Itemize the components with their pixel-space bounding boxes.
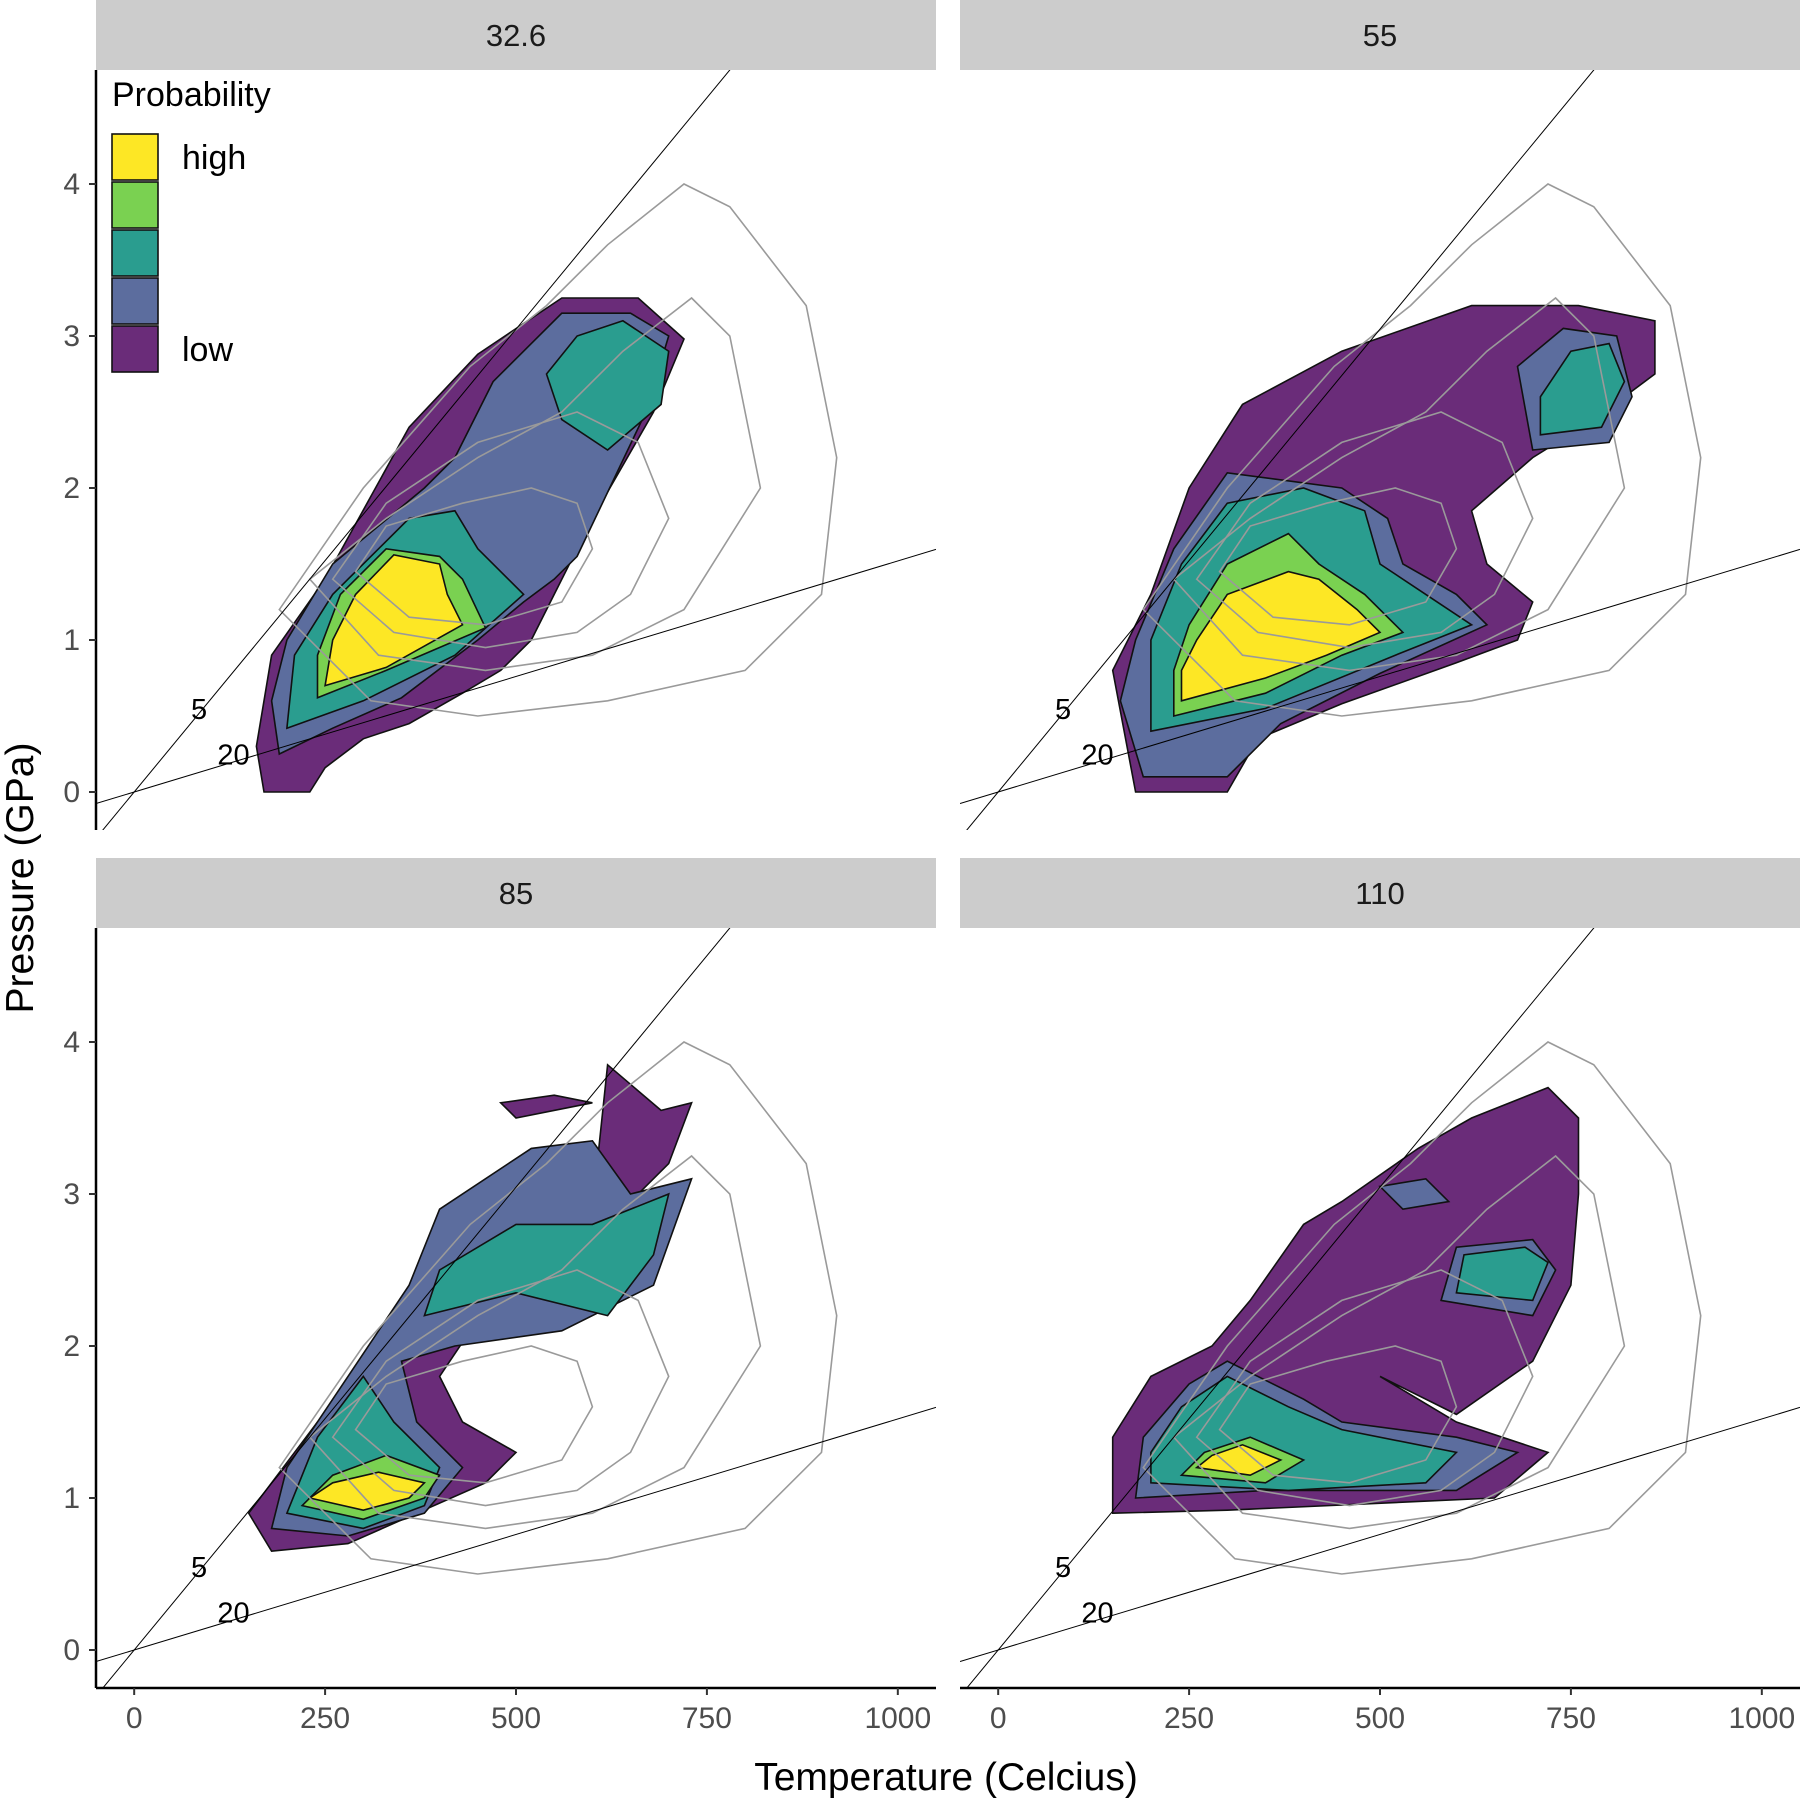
legend-key bbox=[111, 325, 159, 373]
legend-key bbox=[111, 181, 159, 229]
background-contour bbox=[278, 1041, 838, 1575]
x-axis-title: Temperature (Celcius) bbox=[754, 1756, 1138, 1799]
x-tick-label: 0 bbox=[126, 1702, 143, 1735]
background-contour bbox=[1218, 1345, 1458, 1484]
background-contour bbox=[278, 183, 838, 717]
legend-label: low bbox=[182, 331, 233, 369]
reference-line-20 bbox=[96, 548, 936, 805]
legend: Probability high low bbox=[111, 76, 271, 373]
y-tick-label: 2 bbox=[63, 472, 80, 505]
reference-line-label: 5 bbox=[1055, 1552, 1071, 1584]
background-contour bbox=[1142, 183, 1702, 717]
x-tick-label: 750 bbox=[1546, 1702, 1596, 1735]
facet-strip-label: 32.6 bbox=[486, 18, 546, 53]
reference-line-20 bbox=[96, 1406, 936, 1663]
reference-line-label: 5 bbox=[191, 1552, 207, 1584]
facet-strip bbox=[96, 0, 936, 70]
reference-line-5 bbox=[966, 70, 1595, 830]
background-contour bbox=[1172, 296, 1626, 672]
reference-line-20 bbox=[960, 548, 1800, 805]
legend-keys: high low bbox=[111, 133, 246, 373]
legend-key bbox=[111, 229, 159, 277]
x-tick-label: 250 bbox=[300, 1702, 350, 1735]
probability-region-level-5 bbox=[1194, 1443, 1283, 1477]
reference-line-label: 20 bbox=[217, 740, 249, 772]
y-tick-label: 0 bbox=[63, 776, 80, 809]
x-tick-label: 500 bbox=[491, 1702, 541, 1735]
probability-region-level-5 bbox=[307, 1471, 426, 1512]
legend-label: high bbox=[182, 139, 246, 177]
reference-line-label: 5 bbox=[191, 694, 207, 726]
facet-strip-label: 55 bbox=[1363, 18, 1397, 53]
facet-strip-label: 85 bbox=[499, 876, 533, 911]
x-tick-label: 1000 bbox=[1728, 1702, 1795, 1735]
facet-panel-4: 110 5 20 0 250 500 750 1000 bbox=[960, 858, 1800, 1735]
y-tick-label: 1 bbox=[63, 1482, 80, 1515]
facet-strip-label: 110 bbox=[1355, 876, 1404, 911]
facet-panel-3: 85 5 20 0 1 2 3 4 0 250 500 750 1000 bbox=[63, 858, 936, 1735]
reference-line-label: 5 bbox=[1055, 694, 1071, 726]
reference-line-5 bbox=[102, 928, 731, 1688]
background-contour bbox=[1195, 1269, 1534, 1507]
reference-line-5 bbox=[966, 928, 1595, 1688]
legend-key bbox=[111, 133, 159, 181]
y-tick-label: 1 bbox=[63, 624, 80, 657]
background-contour bbox=[331, 411, 670, 649]
legend-title: Probability bbox=[112, 76, 271, 114]
reference-line-label: 20 bbox=[217, 1598, 249, 1630]
y-tick-label: 2 bbox=[63, 1330, 80, 1363]
legend-key bbox=[111, 277, 159, 325]
background-contour bbox=[1172, 1154, 1626, 1530]
reference-line-label: 20 bbox=[1081, 1598, 1113, 1630]
y-axis-title: Pressure (GPa) bbox=[0, 743, 42, 1014]
probability-region-level-3 bbox=[1150, 1246, 1549, 1492]
background-contour bbox=[354, 487, 594, 626]
reference-line-5 bbox=[102, 70, 731, 830]
background-contour bbox=[354, 1345, 594, 1484]
background-contour bbox=[331, 1269, 670, 1507]
background-contour bbox=[1142, 1041, 1702, 1575]
x-tick-label: 1000 bbox=[864, 1702, 931, 1735]
y-tick-label: 4 bbox=[63, 1026, 80, 1059]
facet-strip bbox=[96, 858, 936, 928]
background-contour bbox=[1195, 411, 1534, 649]
reference-line-label: 20 bbox=[1081, 740, 1113, 772]
background-contour bbox=[308, 1154, 762, 1530]
plot-area bbox=[96, 70, 936, 830]
x-tick-label: 500 bbox=[1355, 1702, 1405, 1735]
y-tick-label: 4 bbox=[63, 168, 80, 201]
x-tick-label: 250 bbox=[1164, 1702, 1214, 1735]
facet-strip bbox=[960, 0, 1800, 70]
y-tick-label: 3 bbox=[63, 320, 80, 353]
plot-area bbox=[96, 928, 936, 1688]
probability-region-level-5 bbox=[324, 554, 464, 687]
x-tick-label: 750 bbox=[682, 1702, 732, 1735]
plot-area bbox=[960, 70, 1800, 830]
plot-area bbox=[960, 928, 1800, 1688]
x-tick-label: 0 bbox=[990, 1702, 1007, 1735]
y-tick-label: 3 bbox=[63, 1178, 80, 1211]
facet-panel-1: 32.6 5 20 0 1 2 3 4 bbox=[63, 0, 936, 830]
background-contour bbox=[308, 296, 762, 672]
reference-line-20 bbox=[960, 1406, 1800, 1663]
background-contour bbox=[1218, 487, 1458, 626]
probability-region-level-3 bbox=[285, 1192, 670, 1530]
facet-strip bbox=[960, 858, 1800, 928]
y-tick-label: 0 bbox=[63, 1634, 80, 1667]
